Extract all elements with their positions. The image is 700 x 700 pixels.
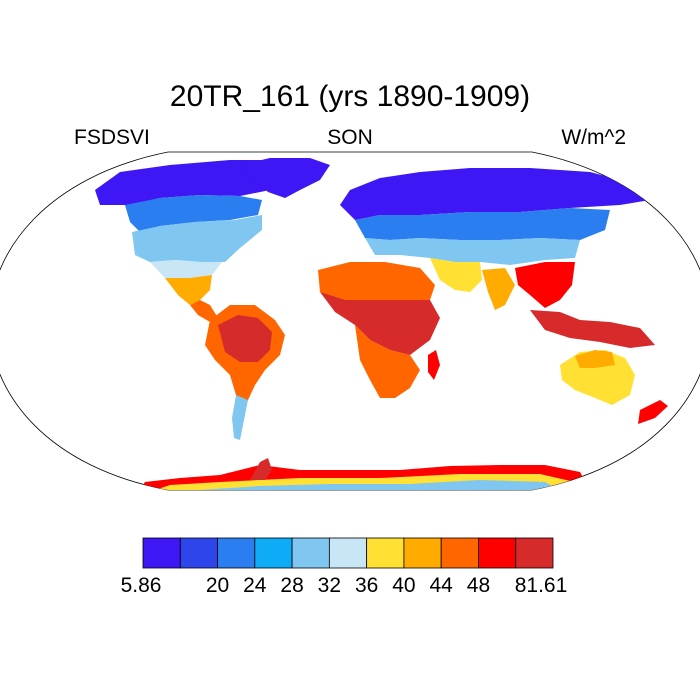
north-africa: [318, 262, 435, 300]
new-zealand: [638, 400, 668, 424]
colorbar-swatch: [179, 537, 218, 569]
indonesia: [530, 310, 655, 348]
eurasia-north: [340, 168, 650, 220]
madagascar: [428, 350, 440, 380]
north-america-mid: [125, 195, 262, 232]
map-title: 20TR_161 (yrs 1890-1909): [169, 80, 531, 113]
southern-africa: [355, 325, 420, 398]
colorbar-tick-label: 28: [280, 574, 304, 597]
colorbar-swatch: [515, 537, 554, 569]
colorbar-tick-label: 81.61: [514, 574, 568, 597]
colorbar-tick-label: 48: [466, 574, 491, 597]
colorbar-swatch: [366, 537, 405, 569]
colorbar-tick-label: 44: [429, 574, 453, 597]
greenland: [240, 158, 330, 198]
colorbar-swatch: [142, 537, 181, 569]
central-america: [190, 300, 218, 322]
colorbar-tick-label: 20: [205, 574, 230, 597]
india: [482, 268, 515, 310]
colorbar-swatch: [328, 537, 368, 569]
south-america-south: [232, 395, 248, 440]
season-label: SON: [327, 126, 373, 149]
eurasia-mid: [355, 208, 610, 240]
north-america-south: [132, 215, 262, 262]
land-layer: [95, 158, 668, 490]
colorbar-swatch: [403, 537, 442, 569]
units-label: W/m^2: [561, 126, 626, 149]
usa-south: [150, 260, 222, 278]
eurasia-south: [365, 238, 580, 265]
colorbar-swatch: [478, 537, 517, 569]
antarctica-interior: [200, 480, 560, 490]
mexico: [165, 275, 212, 305]
australia-north: [575, 350, 615, 368]
colorbar-tick-label: 36: [354, 574, 379, 597]
colorbar-tick-label: 40: [392, 574, 416, 597]
south-america-core: [218, 315, 272, 362]
colorbar-swatch: [291, 537, 330, 569]
southeast-asia: [515, 262, 575, 308]
colorbar-swatch: [254, 537, 293, 569]
central-africa: [320, 292, 440, 355]
colorbar-tick-label: 32: [317, 574, 342, 597]
middle-east: [430, 258, 482, 292]
colorbar: [142, 537, 554, 569]
colorbar-tick-label: 24: [243, 574, 267, 597]
colorbar-swatch: [217, 537, 256, 569]
antarctic-peninsula: [250, 458, 272, 480]
colorbar-swatch: [440, 537, 479, 569]
colorbar-tick-label: 5.86: [120, 574, 162, 597]
variable-label: FSDSVI: [74, 126, 150, 149]
